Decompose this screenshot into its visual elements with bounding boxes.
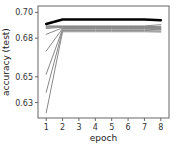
y-tick-label: 0.65 [15, 73, 33, 82]
y-axis: 0.63 0.65 0.68 0.70 [15, 8, 38, 107]
x-tick-label: 3 [76, 123, 81, 132]
plot-frame [38, 6, 169, 118]
y-tick-label: 0.68 [15, 34, 33, 43]
x-tick-label: 2 [60, 123, 65, 132]
x-tick-label: 4 [93, 123, 98, 132]
lines [46, 20, 161, 113]
x-tick-label: 1 [44, 123, 49, 132]
x-tick-label: 8 [158, 123, 163, 132]
x-axis: 1 2 3 4 5 6 7 8 [44, 118, 164, 132]
series-line [46, 32, 161, 113]
x-axis-label: epoch [90, 133, 117, 143]
chart: 0.63 0.65 0.68 0.70 1 2 3 4 5 6 7 8 epoch accuracy (t… [0, 0, 176, 144]
series-line [46, 25, 161, 26]
series-line [46, 30, 161, 92]
x-tick-label: 7 [142, 123, 147, 132]
y-tick-label: 0.70 [15, 8, 33, 17]
x-tick-label: 6 [126, 123, 131, 132]
series-line [46, 29, 161, 74]
y-axis-label: accuracy (test) [1, 28, 11, 96]
y-tick-label: 0.63 [15, 99, 33, 108]
x-tick-label: 5 [109, 123, 114, 132]
series-line [46, 20, 161, 25]
